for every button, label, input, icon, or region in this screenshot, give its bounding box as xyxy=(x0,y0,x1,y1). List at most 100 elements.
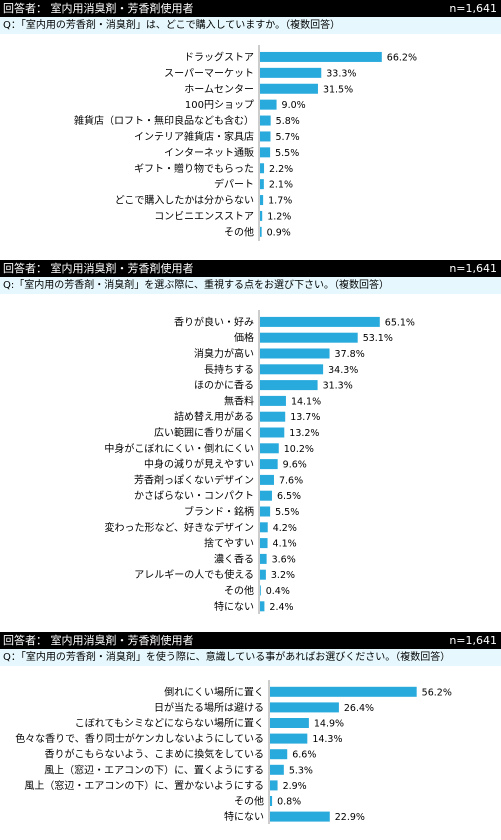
value-label: 13.2% xyxy=(289,428,319,439)
bar xyxy=(260,179,264,190)
bar xyxy=(270,686,417,697)
bar xyxy=(260,51,382,62)
question-text: Q：「室内用の芳香剤・消臭剤」を使う際に、意識している事があればお選びください。… xyxy=(3,652,451,663)
bar xyxy=(270,749,288,760)
bar xyxy=(260,348,330,359)
bar xyxy=(260,506,271,517)
category-label: 無香料 xyxy=(224,394,254,407)
bar xyxy=(260,316,380,327)
bar xyxy=(260,395,286,406)
bar xyxy=(270,702,339,713)
category-label: かさばらない・コンパクト xyxy=(134,490,254,502)
category-label: 濃く香る xyxy=(214,552,254,565)
value-label: 0.8% xyxy=(277,797,301,808)
respondents-header: 回答者： 室内用消臭剤・芳香剤使用者 n=1,641 xyxy=(0,0,501,17)
bar xyxy=(260,380,318,391)
bar xyxy=(260,522,268,533)
bar xyxy=(260,443,279,454)
category-label: その他 xyxy=(224,584,254,597)
bar xyxy=(260,601,265,612)
bar-chart: 倒れにくい場所に置く 56.2% 日が当たる場所は避ける 26.4% こぼれてもシミなど… xyxy=(15,680,452,824)
category-label: 長持ちする xyxy=(204,363,254,376)
category-label: 日が当たる場所は避ける xyxy=(154,701,264,714)
value-label: 26.4% xyxy=(344,703,374,714)
bar xyxy=(260,553,267,564)
category-label: 特にない xyxy=(224,811,264,823)
value-label: 4.1% xyxy=(273,539,297,550)
bar-chart: ドラッグストア 66.2% スーパーマーケット 33.3% ホームセンター 31.5% 10… xyxy=(74,45,417,241)
category-label: 100円ショップ xyxy=(185,99,254,111)
category-label: どこで購入したかは分からない xyxy=(115,194,254,207)
value-label: 31.3% xyxy=(323,381,353,392)
bar xyxy=(260,226,262,237)
value-label: 34.3% xyxy=(328,365,358,376)
category-label: ホームセンター xyxy=(184,83,254,95)
value-label: 6.6% xyxy=(292,750,316,761)
category-label: スーパーマーケット xyxy=(164,67,254,79)
category-label: ギフト・贈り物でもらった xyxy=(134,162,254,175)
value-label: 9.6% xyxy=(283,460,307,471)
respondents-label: 回答者： 室内用消臭剤・芳香剤使用者 xyxy=(3,2,194,15)
value-label: 0.4% xyxy=(266,586,290,597)
value-label: 53.1% xyxy=(363,333,393,344)
bar xyxy=(260,210,263,221)
chart-panel-2: 回答者： 室内用消臭剤・芳香剤使用者 n=1,641 Q:「室内用の芳香剤・消臭… xyxy=(0,260,501,620)
respondents-label: 回答者： 室内用消臭剤・芳香剤使用者 xyxy=(3,634,194,647)
bar xyxy=(270,733,308,744)
value-label: 3.6% xyxy=(272,554,296,565)
category-label: 詰め替え用がある xyxy=(174,410,254,423)
bar xyxy=(260,490,272,501)
category-label: ブランド・銘柄 xyxy=(184,505,254,518)
category-label: 変わった形など、好きなデザイン xyxy=(105,521,255,534)
value-label: 13.7% xyxy=(290,412,320,423)
category-label: インターネット通販 xyxy=(164,147,254,159)
category-label: 特にない xyxy=(214,601,254,613)
value-label: 66.2% xyxy=(387,52,417,63)
category-label: 捨てやすい xyxy=(204,537,254,550)
category-label: 広い範囲に香りが届く xyxy=(154,426,254,439)
category-label: ほのかに香る xyxy=(194,380,254,392)
value-label: 14.9% xyxy=(314,719,344,730)
category-label: 中身の減りが見えやすい xyxy=(144,458,254,471)
value-label: 6.5% xyxy=(277,491,301,502)
category-label: 雑貨店（ロフト・無印良品なども含む） xyxy=(74,114,254,127)
category-label: 香りが良い・好み xyxy=(174,315,254,328)
respondents-header: 回答者： 室内用消臭剤・芳香剤使用者 n=1,641 xyxy=(0,260,501,277)
value-label: 5.8% xyxy=(276,116,300,127)
category-label: コンビニエンスストア xyxy=(154,210,254,222)
sample-size-label: n=1,641 xyxy=(449,634,497,647)
bar xyxy=(260,332,358,343)
value-label: 10.2% xyxy=(284,444,314,455)
bar xyxy=(260,427,285,438)
respondents-header: 回答者： 室内用消臭剤・芳香剤使用者 n=1,641 xyxy=(0,632,501,649)
value-label: 2.4% xyxy=(269,602,293,613)
value-label: 37.8% xyxy=(335,349,365,360)
value-label: 22.9% xyxy=(335,812,365,823)
value-label: 4.2% xyxy=(273,523,297,534)
bar xyxy=(270,718,309,728)
category-label: その他 xyxy=(224,225,254,238)
bar xyxy=(270,811,330,822)
question-bar: Q:「室内用の芳香剤・消臭剤」を選ぶ際に、重視する点をお選び下さい。（複数回答） xyxy=(0,277,501,294)
bar xyxy=(260,115,271,126)
bar xyxy=(270,764,284,775)
sample-size-label: n=1,641 xyxy=(449,262,497,275)
category-label: 倒れにくい場所に置く xyxy=(164,685,264,698)
category-label: その他 xyxy=(234,795,264,808)
category-label: アレルギーの人でも使える xyxy=(134,568,254,581)
value-label: 14.3% xyxy=(312,734,342,745)
category-label: インテリア雑貨店・家具店 xyxy=(134,130,254,143)
bar xyxy=(260,569,266,580)
bar xyxy=(260,195,264,206)
category-label: 香りがこもらないよう、こまめに換気をしている xyxy=(45,748,265,761)
bar xyxy=(260,163,265,174)
value-label: 56.2% xyxy=(422,687,452,698)
category-label: 風上（窓辺・エアコンの下）に、置かないようにする xyxy=(24,779,264,792)
category-label: 風上（窓辺・エアコンの下）に、置くようにする xyxy=(44,763,264,776)
value-label: 33.3% xyxy=(326,68,356,79)
bar xyxy=(260,411,286,422)
sample-size-label: n=1,641 xyxy=(449,2,497,15)
value-label: 3.2% xyxy=(271,570,295,581)
bar xyxy=(260,538,268,549)
bar-chart: 香りが良い・好み 65.1% 価格 53.1% 消臭力が高い 37.8% 長持ちする 34.3… xyxy=(104,310,415,614)
